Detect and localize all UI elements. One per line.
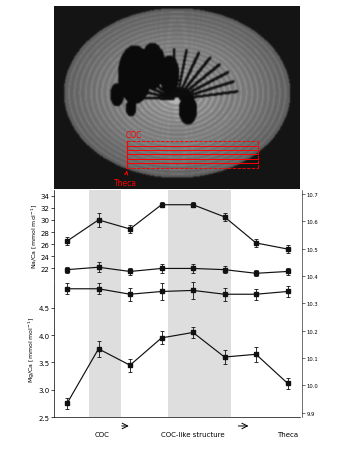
Bar (89, 281, 120, 417)
Text: COC: COC (126, 130, 142, 139)
Text: COC: COC (94, 431, 109, 437)
Y-axis label: Na/Ca [mmol mol$^{-1}$]: Na/Ca [mmol mol$^{-1}$] (29, 203, 39, 268)
Text: Theca: Theca (277, 431, 298, 437)
Text: COC-like structure: COC-like structure (161, 431, 225, 437)
Bar (168, 190, 231, 281)
Text: Theca: Theca (113, 172, 137, 188)
Bar (89, 190, 120, 281)
Bar (168, 281, 231, 417)
Y-axis label: Mg/Ca [mmol mol$^{-1}$]: Mg/Ca [mmol mol$^{-1}$] (27, 316, 37, 382)
